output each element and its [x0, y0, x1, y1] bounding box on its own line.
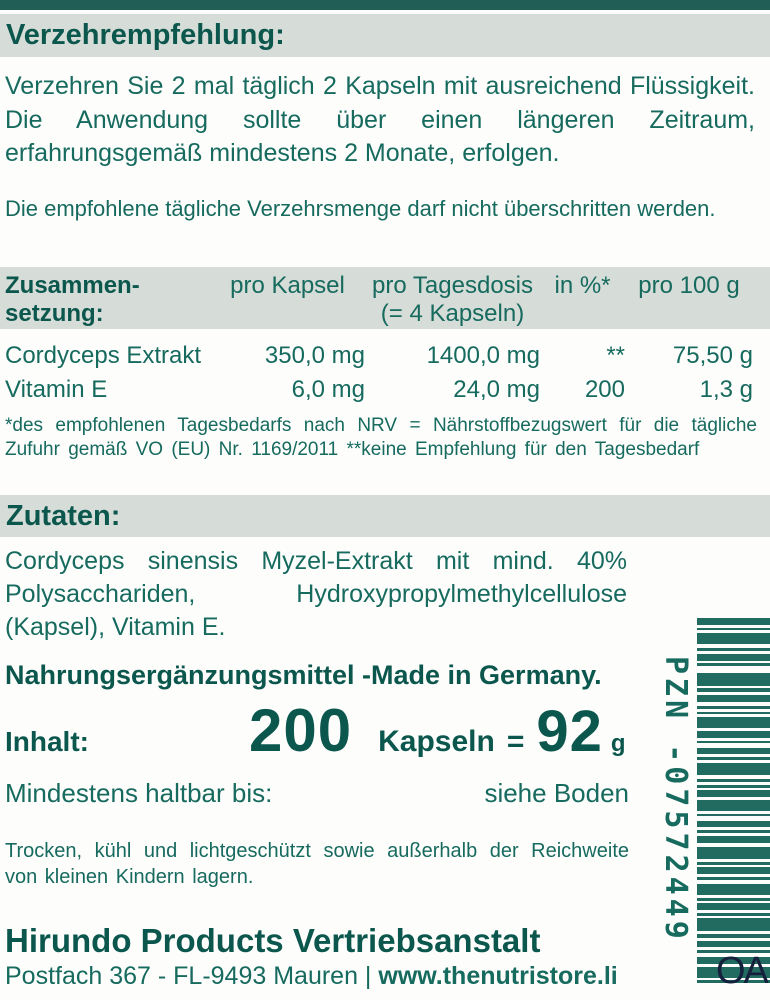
barcode-bar	[697, 867, 770, 875]
barcode-bar	[697, 688, 770, 693]
barcode-bar	[697, 861, 770, 865]
best-before-label: Mindestens haltbar bis:	[5, 778, 273, 808]
barcode-bar	[697, 695, 770, 703]
weight-unit: g	[610, 730, 626, 757]
row-per-day: 24,0 mg	[453, 376, 540, 403]
row-per-100g: 75,50 g	[672, 342, 753, 369]
capsule-count: 200	[249, 697, 353, 764]
composition-header-row: Zusammen- setzung: pro Kapsel pro Tagesd…	[5, 267, 753, 329]
barcode-bar	[697, 980, 770, 984]
barcode-bar	[697, 912, 770, 916]
ingredients-heading-band: Zutaten:	[0, 495, 770, 537]
dosage-heading-band: Verzehrempfehlung:	[0, 14, 770, 57]
barcode-bar	[697, 653, 770, 661]
barcode-bar	[697, 933, 770, 938]
col-header-per-100g: pro 100 g	[638, 272, 740, 299]
barcode-bar	[697, 717, 770, 729]
row-percent: **	[606, 342, 625, 369]
barcode-bar	[697, 813, 770, 817]
row-per-capsule: 350,0 mg	[264, 342, 365, 369]
best-before-value: siehe Boden	[484, 778, 629, 808]
row-per-capsule: 6,0 mg	[291, 376, 365, 403]
composition-footnote: *des empfohlenen Tagesbedarfs nach NRV =…	[5, 415, 757, 460]
dosage-note: Die empfohlene tägliche Verzehrsmenge da…	[5, 196, 716, 221]
storage-instructions: Trocken, kühl und lichtgeschützt sowie a…	[5, 840, 629, 888]
equals-sign: =	[506, 725, 525, 758]
pzn-number: PZN -07572449	[658, 656, 693, 943]
barcode-bar	[697, 830, 770, 833]
composition-title: Zusammen- setzung:	[5, 272, 140, 327]
barcode-bar	[697, 740, 770, 744]
top-color-bar	[0, 0, 770, 10]
barcode-bar	[697, 846, 770, 860]
ingredients-text: Cordyceps sinensis Myzel-Extrakt mit min…	[5, 547, 627, 641]
dosage-paragraph: Verzehren Sie 2 mal täglich 2 Kapseln mi…	[5, 72, 755, 167]
barcode-bar	[697, 762, 770, 776]
company-address: Postfach 367 - FL-9493 Mauren |	[5, 962, 379, 990]
barcode-bar	[697, 918, 770, 931]
barcode-bar	[697, 627, 770, 631]
barcode-bar	[697, 633, 770, 645]
net-weight: 92	[536, 699, 603, 764]
barcode-bar	[697, 779, 770, 782]
barcode-bar	[697, 903, 770, 911]
barcode-bar	[697, 711, 770, 715]
barcode-bar	[697, 966, 770, 978]
barcode-bar	[697, 663, 770, 667]
barcode-bar	[697, 940, 770, 948]
company-website: www.thenutristore.li	[378, 962, 618, 990]
barcode-bar	[697, 673, 770, 686]
barcode-bar	[697, 835, 770, 843]
row-per-100g: 1,3 g	[699, 376, 753, 403]
barcode-bar	[697, 784, 770, 788]
ingredients-heading: Zutaten:	[6, 499, 121, 532]
row-name: Cordyceps Extrakt	[5, 342, 202, 369]
barcode-bar	[697, 884, 770, 896]
corner-mark: OA	[716, 950, 769, 992]
barcode-bar	[697, 757, 770, 760]
content-label: Inhalt:	[5, 726, 89, 757]
composition-table-rows: Cordyceps Extrakt 350,0 mg 1400,0 mg ** …	[5, 336, 753, 404]
row-per-day: 1400,0 mg	[426, 342, 540, 369]
barcode-bar	[697, 950, 770, 953]
barcode-bar	[697, 897, 770, 901]
barcode-bar	[697, 957, 770, 964]
product-type-line: Nahrungsergänzungsmittel -Made in German…	[5, 660, 602, 690]
dosage-heading: Verzehrempfehlung:	[6, 19, 285, 51]
best-before-row: Mindestens haltbar bis: siehe Boden	[5, 778, 629, 809]
col-header-per-day: pro Tagesdosis (= 4 Kapseln)	[372, 272, 533, 328]
row-percent: 200	[584, 376, 625, 403]
barcode-bar	[697, 648, 770, 652]
barcode-bar	[697, 820, 770, 828]
composition-header-band	[0, 267, 770, 329]
barcode-bar	[697, 799, 770, 811]
barcode-bar	[697, 877, 770, 880]
company-address-line: Postfach 367 - FL-9493 Mauren | www.then…	[5, 962, 665, 991]
barcode-bar	[697, 790, 770, 798]
barcode-bar	[697, 731, 770, 738]
row-name: Vitamin E	[5, 376, 108, 403]
col-header-per-capsule: pro Kapsel	[230, 272, 345, 299]
capsule-unit: Kapseln	[378, 725, 495, 758]
content-row: Inhalt: 200 Kapseln = 92 g	[5, 696, 635, 764]
barcode	[697, 618, 770, 986]
company-name: Hirundo Products Vertriebsanstalt	[5, 922, 541, 959]
barcode-bar	[697, 747, 770, 755]
barcode-bar	[697, 618, 770, 625]
col-header-percent: in %*	[554, 272, 611, 299]
barcode-bar	[697, 706, 770, 709]
